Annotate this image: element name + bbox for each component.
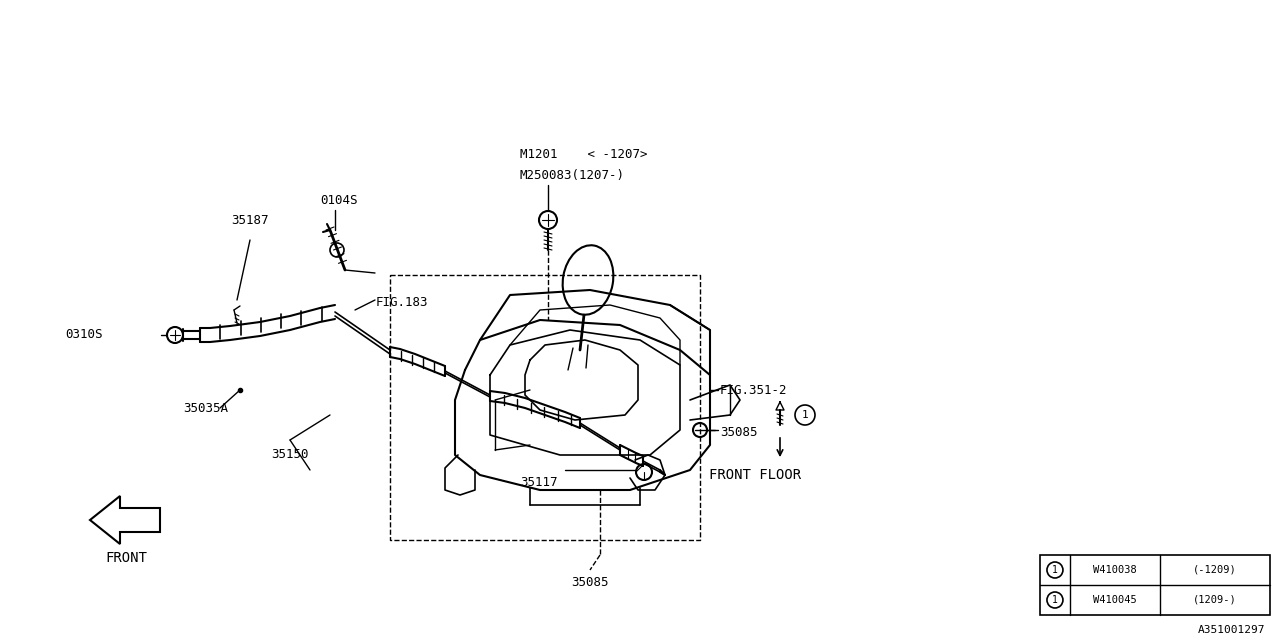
- Text: 35035A: 35035A: [183, 401, 228, 415]
- Text: A351001297: A351001297: [1198, 625, 1265, 635]
- Text: 1: 1: [1052, 565, 1057, 575]
- Text: 35187: 35187: [232, 214, 269, 227]
- Text: FIG.183: FIG.183: [376, 296, 429, 308]
- Text: 35085: 35085: [719, 426, 758, 438]
- Text: FIG.351-2: FIG.351-2: [719, 383, 787, 397]
- Text: 1: 1: [1052, 595, 1057, 605]
- Text: 0310S: 0310S: [65, 328, 102, 342]
- Text: M250083(1207-): M250083(1207-): [520, 168, 625, 182]
- Text: 35085: 35085: [571, 575, 609, 589]
- Text: 1: 1: [801, 410, 809, 420]
- Text: FRONT: FRONT: [105, 551, 147, 565]
- Text: FRONT FLOOR: FRONT FLOOR: [709, 468, 801, 482]
- Text: 35150: 35150: [271, 449, 308, 461]
- Text: W410045: W410045: [1093, 595, 1137, 605]
- Text: (1209-): (1209-): [1193, 595, 1236, 605]
- Text: M1201    < -1207>: M1201 < -1207>: [520, 148, 648, 161]
- Bar: [1039, 555, 1270, 615]
- Text: (-1209): (-1209): [1193, 565, 1236, 575]
- Text: 35117: 35117: [521, 476, 558, 488]
- Text: 0104S: 0104S: [320, 193, 357, 207]
- Text: W410038: W410038: [1093, 565, 1137, 575]
